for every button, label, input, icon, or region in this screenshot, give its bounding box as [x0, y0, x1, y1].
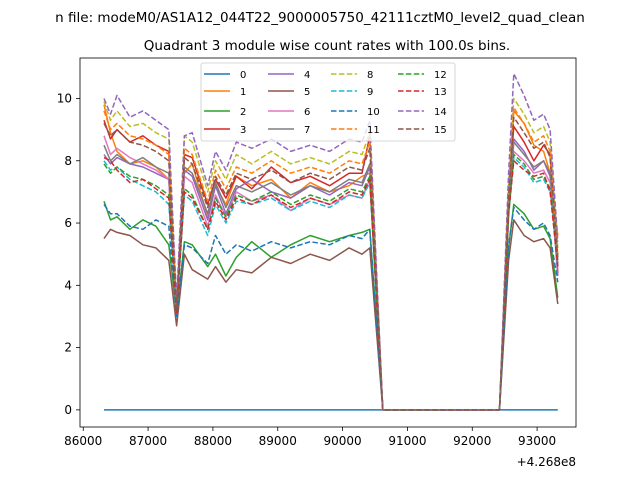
plot-frame — [79, 57, 577, 428]
legend-label-6: 6 — [304, 107, 310, 118]
legend-label-12: 12 — [434, 70, 447, 81]
y-tick-label: 4 — [64, 278, 72, 292]
legend-label-9: 9 — [367, 87, 373, 98]
legend-label-14: 14 — [434, 107, 447, 118]
series-line-13 — [103, 156, 559, 411]
x-offset-label: +4.268e8 — [517, 455, 576, 469]
series-line-12 — [103, 153, 559, 411]
chart-title: Quadrant 3 module wise count rates with … — [144, 38, 510, 54]
chart-suptitle: n file: modeM0/AS1A12_044T22_9000005750_… — [55, 10, 585, 26]
legend-label-2: 2 — [240, 107, 246, 118]
series-line-8 — [103, 97, 559, 411]
legend-label-13: 13 — [434, 87, 447, 98]
legend-label-11: 11 — [367, 125, 380, 136]
x-tick-label: 86000 — [64, 434, 102, 448]
x-tick-label: 90000 — [323, 434, 361, 448]
x-tick-label: 91000 — [388, 434, 426, 448]
series-line-15 — [103, 116, 559, 411]
y-axis: 0 2 4 6 8 10 — [57, 91, 80, 417]
x-tick-label: 87000 — [129, 434, 167, 448]
series-line-7 — [103, 141, 559, 411]
series-line-10 — [103, 203, 559, 411]
legend-label-5: 5 — [304, 87, 310, 98]
y-tick-label: 8 — [64, 154, 72, 168]
series-line-5 — [103, 219, 559, 411]
legend-label-15: 15 — [434, 125, 447, 136]
y-tick-label: 6 — [64, 216, 72, 230]
x-tick-label: 92000 — [453, 434, 491, 448]
legend-label-3: 3 — [240, 125, 246, 136]
x-tick-label: 88000 — [194, 434, 232, 448]
legend-label-4: 4 — [304, 70, 310, 81]
legend-label-7: 7 — [304, 125, 310, 136]
y-tick-label: 2 — [64, 341, 72, 355]
legend-frame — [200, 62, 456, 142]
y-tick-label: 10 — [57, 91, 72, 105]
legend-label-0: 0 — [240, 70, 246, 81]
y-tick-label: 0 — [64, 403, 72, 417]
legend-label-10: 10 — [367, 107, 380, 118]
x-tick-label: 93000 — [518, 434, 556, 448]
legend-label-1: 1 — [240, 87, 246, 98]
x-tick-label: 89000 — [259, 434, 297, 448]
legend-label-8: 8 — [367, 70, 373, 81]
series-line-11 — [103, 107, 559, 411]
x-axis: 86000 87000 88000 89000 90000 91000 92000 93000 — [64, 427, 556, 448]
